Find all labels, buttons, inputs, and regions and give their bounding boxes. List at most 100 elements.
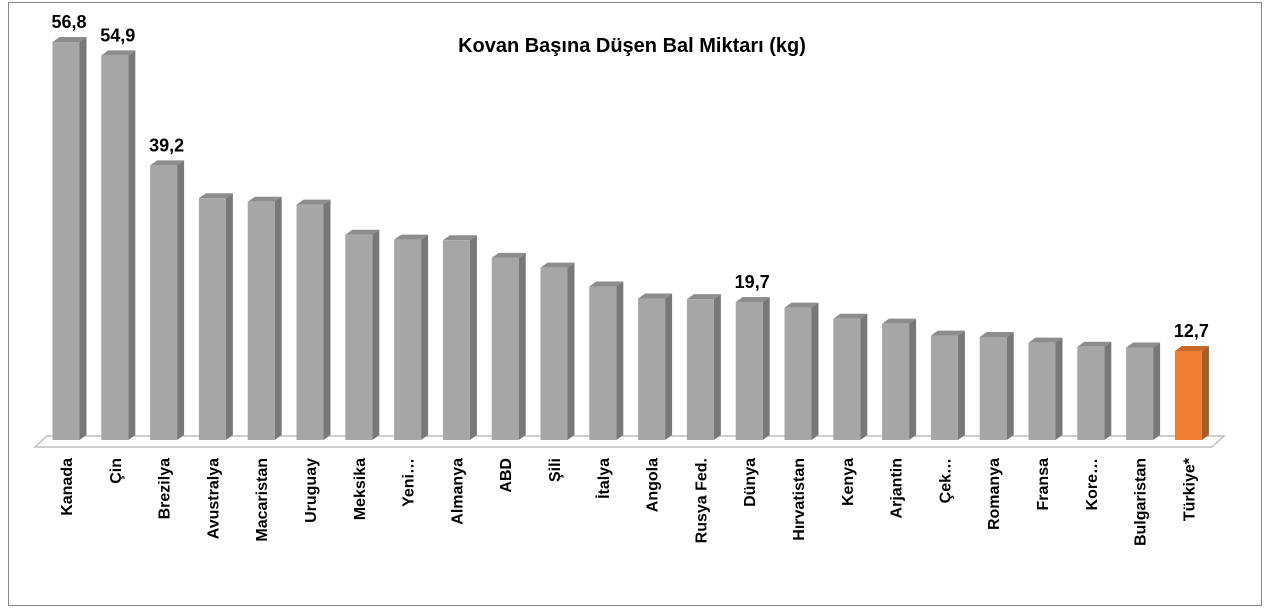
x-tick-label: Kanada [59, 458, 76, 516]
x-tick-label: Dünya [742, 458, 759, 507]
bar-front [1174, 351, 1202, 440]
x-tick-label: Avustralya [205, 458, 222, 539]
bar [930, 330, 965, 440]
bar-side [1153, 342, 1161, 440]
bar-top [833, 313, 868, 319]
bar-top [442, 235, 477, 241]
x-tick-label: Bulgaristan [1133, 458, 1150, 546]
bar-front [491, 257, 519, 440]
bar [150, 160, 185, 440]
value-label: 54,9 [100, 25, 135, 45]
x-tick-label: Almanya [449, 458, 466, 525]
x-tick-label: Rusya Fed. [693, 458, 710, 543]
bar-front [198, 198, 226, 440]
x-tick-label: Meksika [352, 458, 369, 520]
bar-top [735, 296, 770, 302]
bar-top [1174, 346, 1209, 352]
bar-top [296, 199, 331, 205]
bar-top [882, 318, 917, 324]
bar-side [1201, 346, 1209, 440]
bar-front [1028, 342, 1056, 440]
bar-front [296, 204, 324, 440]
x-tick-label: Hırvatistan [791, 458, 808, 541]
bar [442, 235, 477, 440]
bar-top [345, 229, 380, 235]
bar-front [345, 234, 373, 440]
bar-side [957, 330, 965, 440]
bar-side [225, 193, 233, 440]
bar-side [323, 199, 331, 440]
bar-side [860, 313, 868, 440]
bar [979, 331, 1014, 440]
bar-top [979, 331, 1014, 337]
chart-frame [8, 2, 1262, 606]
bar-top [1077, 341, 1112, 347]
bar-top [589, 281, 624, 287]
bar-top [491, 252, 526, 258]
bar-side [128, 50, 136, 440]
bar [1126, 342, 1161, 440]
bar-front [442, 240, 470, 440]
bar [882, 318, 917, 440]
value-label: 56,8 [51, 12, 86, 32]
x-tick-label: Arjantin [889, 458, 906, 518]
bar-top [52, 37, 87, 42]
bar-front [638, 298, 666, 440]
chart-title: Kovan Başına Düşen Bal Miktarı (kg) [458, 35, 806, 57]
bar [589, 281, 624, 440]
bar-top [198, 193, 233, 199]
bar-side [665, 293, 673, 440]
x-tick-label: Angola [645, 458, 662, 512]
bar-front [735, 301, 763, 440]
bar [394, 234, 429, 440]
bar [491, 252, 526, 440]
bar [52, 37, 87, 440]
bar-side [1006, 331, 1014, 440]
bar-side [518, 252, 526, 440]
bar-front [394, 239, 422, 440]
bar-top [540, 262, 575, 268]
bar-front [101, 55, 129, 440]
bar-front [979, 336, 1007, 440]
x-tick-label: Kenya [840, 458, 857, 506]
bar [1028, 337, 1063, 440]
x-tick-label: Brezilya [157, 458, 174, 519]
x-tick-label: Fransa [1035, 458, 1052, 511]
bar-side [274, 196, 282, 440]
x-tick-label: Çek… [937, 458, 954, 503]
bar [296, 199, 331, 440]
bar-front [150, 165, 178, 440]
bar [247, 196, 282, 440]
x-tick-label: Macaristan [254, 458, 271, 542]
bar-side [762, 296, 770, 440]
bar-side [909, 318, 917, 440]
value-label: 19,7 [735, 272, 770, 292]
bar-front [882, 323, 910, 440]
bar-front [1077, 346, 1105, 440]
bar [1174, 346, 1209, 440]
bar-side [811, 302, 819, 440]
bar [1077, 341, 1112, 440]
x-tick-label: Türkiye* [1181, 457, 1198, 521]
bar-front [784, 307, 812, 440]
bar-side [177, 160, 185, 440]
bar-top [638, 293, 673, 299]
bar-side [79, 37, 87, 440]
value-label: 12,7 [1174, 321, 1209, 341]
bar-front [833, 318, 861, 440]
bar [686, 294, 721, 440]
bar [833, 313, 868, 440]
bar-top [930, 330, 965, 336]
bar-top [101, 50, 136, 56]
bar-side [372, 229, 380, 440]
bar-top [394, 234, 429, 240]
bar-front [540, 267, 568, 440]
x-tick-label: İtalya [595, 458, 613, 499]
x-tick-label: ABD [498, 458, 515, 493]
value-label: 39,2 [149, 135, 184, 155]
bar-top [150, 160, 185, 166]
bar-top [1028, 337, 1063, 343]
x-tick-label: Kore… [1084, 458, 1101, 510]
x-tick-label: Yeni… [401, 458, 418, 507]
bar-front [1126, 347, 1154, 440]
